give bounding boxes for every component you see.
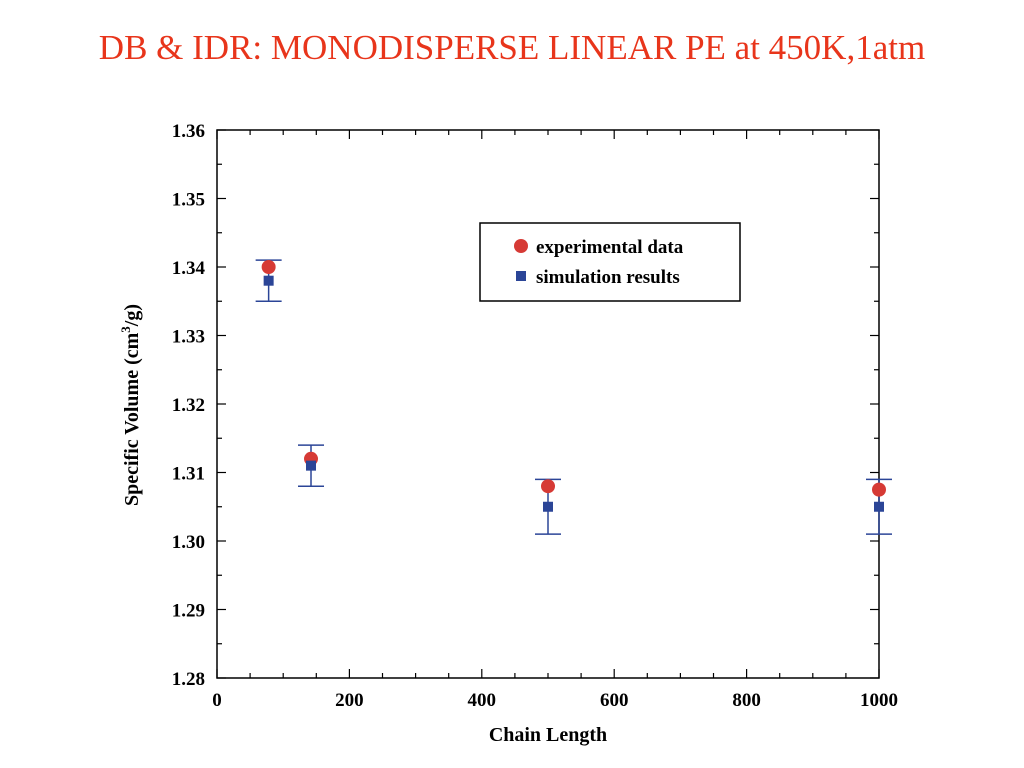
y-axis-label-main: Specific Volume (cm	[121, 332, 143, 506]
y-axis-label-superscript: 3	[118, 326, 133, 333]
x-tick-label: 800	[732, 690, 761, 711]
y-tick-label: 1.34	[172, 258, 206, 279]
x-tick-label: 1000	[860, 690, 898, 711]
legend-label-simulation: simulation results	[536, 267, 680, 288]
y-tick-label: 1.30	[172, 532, 205, 553]
experimental-point	[872, 482, 886, 497]
x-tick-label: 0	[212, 690, 222, 711]
y-tick-label: 1.28	[172, 669, 205, 690]
y-tick-label: 1.35	[172, 190, 205, 211]
y-axis-label-tail: /g)	[121, 304, 143, 327]
x-tick-label: 400	[468, 690, 497, 711]
x-tick-label: 600	[600, 690, 629, 711]
legend: experimental data simulation results	[479, 222, 741, 302]
data-points	[261, 260, 886, 512]
simulation-point	[874, 501, 884, 512]
legend-box	[479, 222, 741, 302]
y-tick-label: 1.33	[172, 327, 205, 348]
y-tick-label: 1.36	[172, 121, 205, 142]
x-axis-label: Chain Length	[489, 724, 607, 746]
x-tick-label: 200	[335, 690, 364, 711]
axis-labels: Chain Length Specific Volume (cm3/g)	[118, 304, 607, 746]
axes	[216, 129, 880, 679]
y-tick-label: 1.31	[172, 464, 205, 485]
legend-label-experimental: experimental data	[536, 237, 684, 258]
y-tick-label: 1.32	[172, 395, 205, 416]
simulation-point	[263, 275, 274, 286]
plot-frame	[216, 129, 880, 679]
y-axis-label: Specific Volume (cm3/g)	[118, 304, 143, 506]
experimental-point	[261, 260, 276, 274]
tick-marks	[216, 129, 880, 679]
simulation-point	[543, 501, 553, 512]
slide-title: DB & IDR: MONODISPERSE LINEAR PE at 450K…	[98, 28, 926, 67]
y-tick-label: 1.29	[172, 601, 205, 622]
tick-labels: 0 200 400 600 800 1000 1.28 1.29 1.30 1.31 1.32 1.3…	[172, 121, 898, 711]
legend-marker-simulation	[516, 271, 526, 281]
experimental-point	[541, 479, 555, 494]
simulation-point	[306, 460, 317, 471]
legend-marker-experimental	[514, 239, 528, 253]
